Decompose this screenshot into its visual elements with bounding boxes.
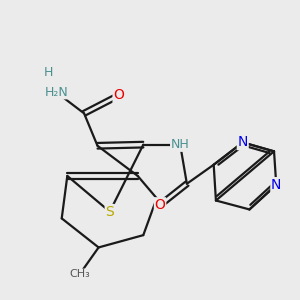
Text: N: N (238, 135, 248, 149)
Text: CH₃: CH₃ (69, 269, 90, 279)
Text: S: S (105, 205, 114, 219)
Text: H₂N: H₂N (44, 85, 68, 99)
Text: O: O (113, 88, 124, 103)
Text: NH: NH (171, 138, 190, 151)
Text: O: O (154, 198, 166, 212)
Text: N: N (271, 178, 281, 192)
Text: H: H (44, 65, 53, 79)
